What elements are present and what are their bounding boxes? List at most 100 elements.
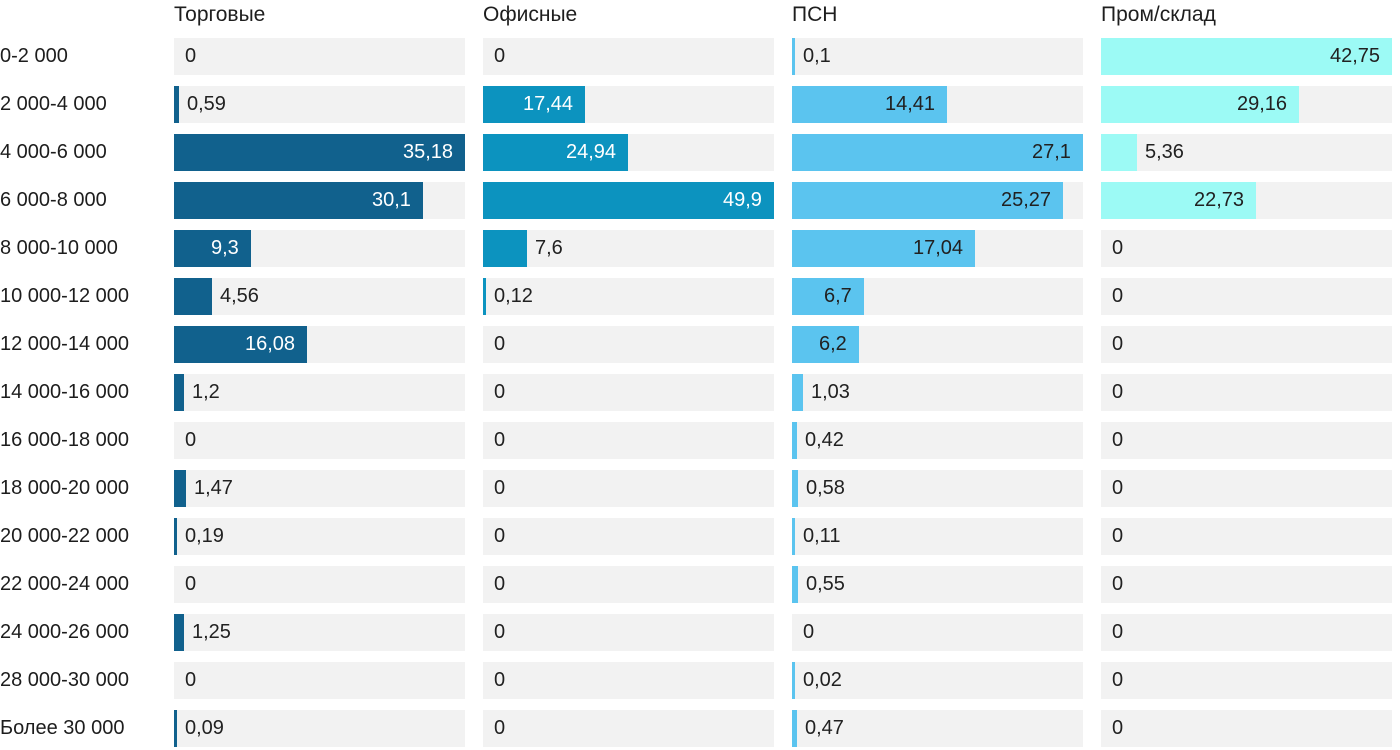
column-header-prom-sklad: Пром/склад [1101,3,1216,26]
row-label: 12 000-14 000 [0,333,130,355]
bar-track: 0 [792,614,1083,651]
row-label: 14 000-16 000 [0,381,130,403]
column-header-torgovye: Торговые [174,3,266,26]
row-label: 22 000-24 000 [0,573,130,595]
row-label: 28 000-30 000 [0,669,130,691]
bar-track: 27,1 [792,134,1083,171]
bar-fill [792,134,1083,171]
bar-track: 0 [174,662,465,699]
bar-track: 25,27 [792,182,1083,219]
bar-value-label: 7,6 [535,237,563,259]
bar-value-label: 0 [494,621,506,643]
bar-fill [792,86,947,123]
bar-value-label: 0 [494,573,506,595]
bar-value-label: 14,41 [885,93,936,115]
bar-track: 30,1 [174,182,465,219]
bar-cell: 0 [174,566,465,614]
bar-value-label: 0,02 [803,669,842,691]
bar-fill [792,566,798,603]
row-label: 8 000-10 000 [0,237,118,259]
bar-value-label: 0 [494,669,506,691]
bar-value-label: 42,75 [1330,45,1381,67]
bar-track: 0 [1101,326,1392,363]
bar-cell: 0 [792,614,1083,662]
bar-value-label: 0 [494,717,506,739]
bar-track: 0,19 [174,518,465,555]
bar-value-label: 0,1 [803,45,831,67]
bar-cell: 0,55 [792,566,1083,614]
bar-track: 9,3 [174,230,465,267]
bar-fill [792,230,975,267]
bar-track: 0,12 [483,278,774,315]
bar-track: 6,7 [792,278,1083,315]
bar-cell: 0 [174,422,465,470]
bar-cell: 1,47 [174,470,465,518]
bar-cell: 0 [483,422,774,470]
bar-fill [792,326,859,363]
bar-cell: 4,56 [174,278,465,326]
column-header-psn: ПСН [792,3,838,26]
bar-cell: 0 [483,374,774,422]
bar-fill [792,374,804,411]
bar-track: 0 [483,566,774,603]
bar-value-label: 0 [1112,621,1124,643]
bar-value-label: 0 [494,429,506,451]
bar-cell: 49,9 [483,182,774,230]
row-label: 0-2 000 [0,45,68,67]
bar-value-label: 0 [494,333,506,355]
bar-track: 0 [483,326,774,363]
bar-fill [792,710,798,747]
bar-fill [174,326,307,363]
bar-track: 0 [174,422,465,459]
bar-value-label: 0 [1112,381,1124,403]
bar-fill [792,518,795,555]
bar-cell: 0 [483,38,774,86]
bar-cell: 0 [1101,710,1392,750]
bar-fill [174,230,251,267]
bar-value-label: 1,25 [192,621,231,643]
bar-track: 24,94 [483,134,774,171]
bar-fill [174,470,187,507]
bar-cell: 0 [1101,230,1392,278]
bar-track: 0 [483,518,774,555]
bar-track: 0 [1101,374,1392,411]
bar-value-label: 17,04 [913,237,964,259]
bar-value-label: 16,08 [245,333,296,355]
bar-value-label: 0,55 [806,573,845,595]
bar-cell: 0 [1101,374,1392,422]
corner-spacer [0,0,156,38]
bar-cell: 0 [1101,278,1392,326]
bar-track: 6,2 [792,326,1083,363]
bar-cell: 0 [1101,422,1392,470]
row-label: 24 000-26 000 [0,621,130,643]
bar-cell: 0,42 [792,422,1083,470]
bar-cell: 42,75 [1101,38,1392,86]
bar-fill [792,38,795,75]
bar-fill [1101,134,1138,171]
bar-track: 0,55 [792,566,1083,603]
bar-fill [792,662,795,699]
column-header-ofisnye: Офисные [483,3,578,26]
bar-fill [174,278,212,315]
bar-value-label: 0,59 [187,93,226,115]
bar-cell: 0 [174,38,465,86]
bar-fill [792,422,797,459]
bar-cell: 14,41 [792,86,1083,134]
row-label: 20 000-22 000 [0,525,130,547]
bar-cell: 25,27 [792,182,1083,230]
bar-track: 0 [1101,566,1392,603]
bar-cell: 0,02 [792,662,1083,710]
bar-track: 0,42 [792,422,1083,459]
bar-track: 1,03 [792,374,1083,411]
bar-track: 0 [1101,710,1392,747]
bar-value-label: 0 [1112,237,1124,259]
row-label: 2 000-4 000 [0,93,107,115]
bar-track: 29,16 [1101,86,1392,123]
bar-fill [792,278,864,315]
bar-fill [174,614,185,651]
bar-track: 0 [174,566,465,603]
row-label: 10 000-12 000 [0,285,130,307]
bar-value-label: 0,11 [803,525,841,547]
bar-cell: 24,94 [483,134,774,182]
bar-cell: 9,3 [174,230,465,278]
